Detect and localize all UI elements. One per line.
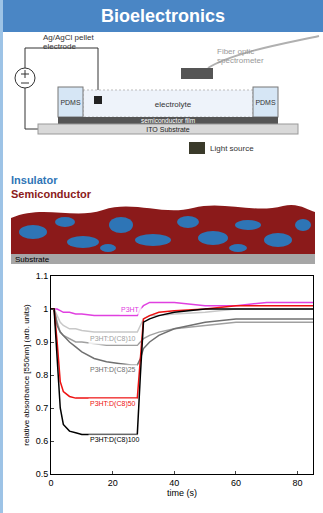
svg-text:electrolyte: electrolyte [155, 100, 192, 109]
svg-text:Light source: Light source [210, 144, 254, 153]
svg-text:80: 80 [293, 478, 303, 488]
svg-text:ITO Substrate: ITO Substrate [146, 126, 190, 133]
svg-text:Ag/AgCl pelletelectrode: Ag/AgCl pelletelectrode [43, 33, 94, 51]
svg-text:PDMS: PDMS [60, 99, 81, 106]
svg-text:60: 60 [231, 478, 241, 488]
html-text:Bioelectronics: Bioelectronics [101, 6, 225, 26]
svg-text:0.7: 0.7 [36, 403, 49, 413]
svg-text:Semiconductor: Semiconductor [11, 188, 92, 200]
svg-text:time (s): time (s) [167, 488, 197, 498]
svg-text:1.1: 1.1 [36, 271, 49, 281]
svg-text:20: 20 [108, 478, 118, 488]
svg-text:P3HT:D(C8)50: P3HT:D(C8)50 [90, 400, 136, 408]
svg-text:0.6: 0.6 [36, 436, 49, 446]
svg-text:0.8: 0.8 [36, 370, 49, 380]
svg-text:relative absorbance [550nm] (a: relative absorbance [550nm] (arb. units) [22, 304, 31, 446]
svg-text:0.9: 0.9 [36, 337, 49, 347]
svg-text:Substrate: Substrate [15, 255, 50, 264]
svg-text:P3HT:D(C8)25: P3HT:D(C8)25 [90, 366, 136, 374]
svg-text:Fiber opticspectrometer: Fiber opticspectrometer [217, 47, 264, 65]
svg-text:semiconductor film: semiconductor film [141, 117, 195, 124]
svg-text:Insulator: Insulator [11, 174, 58, 186]
svg-text:P3HT: P3HT [121, 306, 140, 313]
svg-text:P3HT:D(C8)10: P3HT:D(C8)10 [90, 335, 136, 343]
svg-text:1: 1 [43, 304, 48, 314]
svg-text:P3HT:D(C8)100: P3HT:D(C8)100 [90, 436, 140, 444]
svg-text:PDMS: PDMS [255, 99, 276, 106]
svg-text:0.5: 0.5 [36, 469, 49, 479]
svg-text:0: 0 [48, 478, 53, 488]
svg-text:40: 40 [169, 478, 179, 488]
